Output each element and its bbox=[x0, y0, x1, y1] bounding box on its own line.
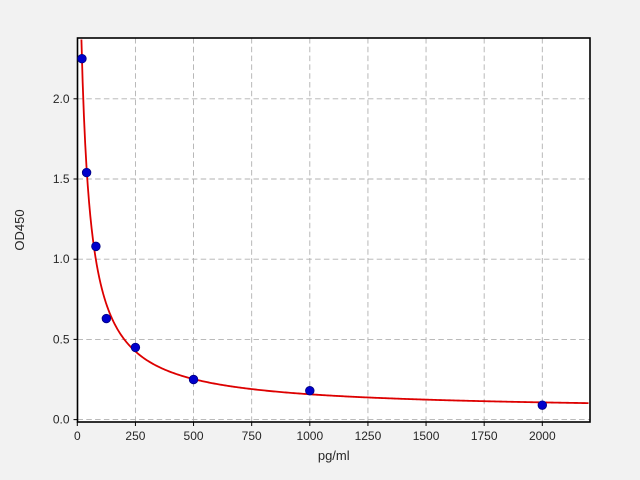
svg-text:2.0: 2.0 bbox=[53, 92, 70, 106]
svg-text:750: 750 bbox=[242, 429, 262, 443]
svg-text:2000: 2000 bbox=[529, 429, 556, 443]
svg-text:1.0: 1.0 bbox=[53, 252, 70, 266]
svg-text:1500: 1500 bbox=[413, 429, 440, 443]
svg-text:500: 500 bbox=[184, 429, 204, 443]
svg-text:pg/ml: pg/ml bbox=[318, 448, 350, 463]
svg-text:0.5: 0.5 bbox=[53, 332, 70, 346]
svg-text:OD450: OD450 bbox=[12, 209, 27, 250]
svg-text:1.5: 1.5 bbox=[53, 172, 70, 186]
svg-text:1000: 1000 bbox=[296, 429, 323, 443]
svg-text:0.0: 0.0 bbox=[53, 413, 70, 427]
svg-text:0: 0 bbox=[74, 429, 81, 443]
svg-text:1750: 1750 bbox=[471, 429, 498, 443]
svg-text:250: 250 bbox=[125, 429, 145, 443]
svg-text:1250: 1250 bbox=[355, 429, 382, 443]
